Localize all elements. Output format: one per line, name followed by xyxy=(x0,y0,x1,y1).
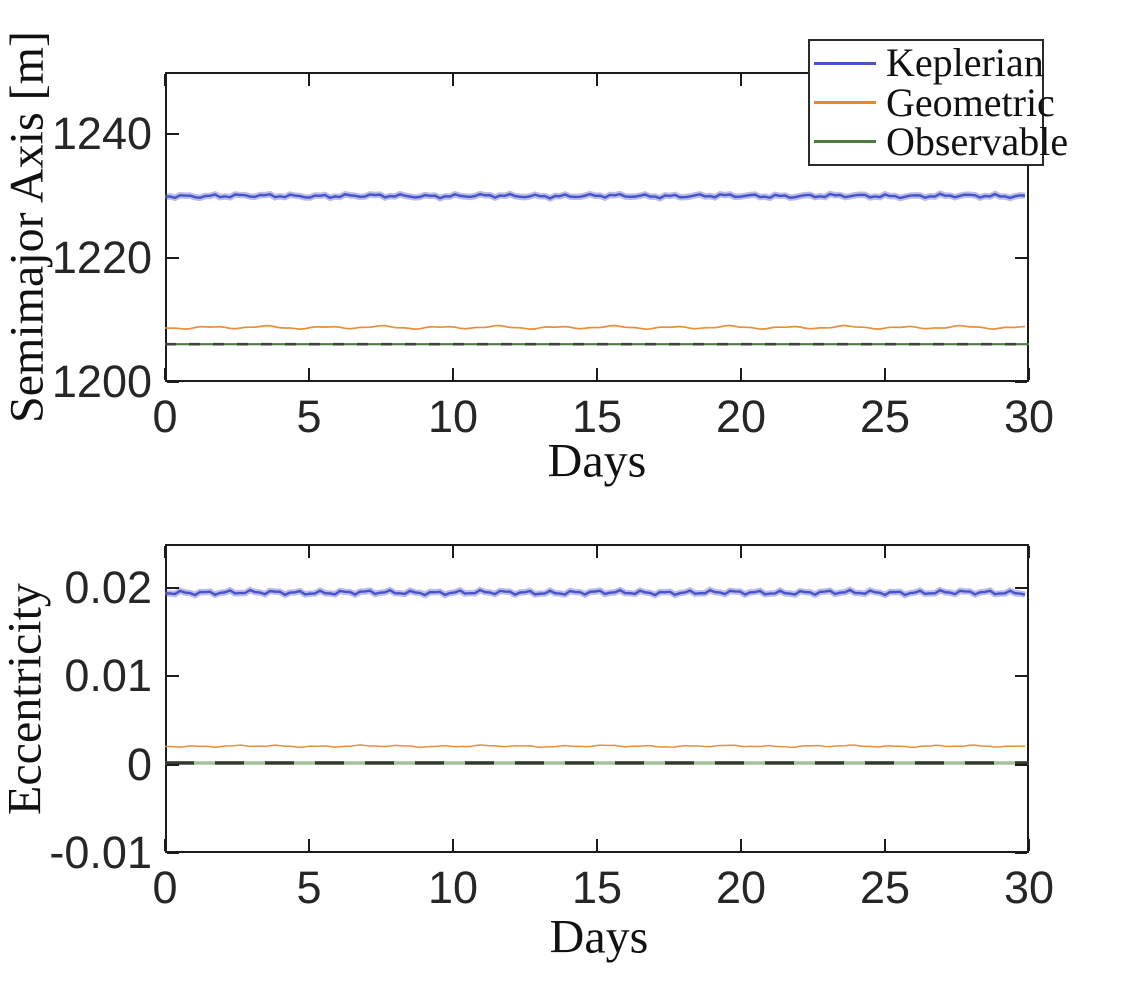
x-tick-label: 30 xyxy=(1003,391,1055,442)
x-tick-label: 25 xyxy=(859,391,911,442)
x-tick-label: 10 xyxy=(427,862,479,913)
x-tick-label: 25 xyxy=(859,862,911,913)
geometric-line-swatch xyxy=(814,101,876,104)
x-axis-label-days-top: Days xyxy=(547,434,647,488)
legend-label: Keplerian xyxy=(886,40,1044,86)
plot-series-layer-2 xyxy=(165,586,1029,765)
x-tick-mirror xyxy=(884,546,886,558)
y-tick xyxy=(167,675,179,678)
y-tick-label: 1220 xyxy=(51,232,152,283)
x-tick xyxy=(1028,368,1030,380)
x-tick xyxy=(452,839,454,851)
x-tick xyxy=(1028,839,1030,851)
x-tick xyxy=(452,368,454,380)
series-line-keplerian xyxy=(165,192,1026,200)
x-tick-label: 20 xyxy=(715,391,767,442)
y-tick xyxy=(167,381,179,383)
series-line-geometric xyxy=(165,744,1026,749)
x-tick xyxy=(164,839,166,851)
y-tick-mirror xyxy=(1015,257,1027,259)
x-tick-mirror xyxy=(740,74,742,86)
x-tick-label: 15 xyxy=(571,862,623,913)
x-tick-label: 10 xyxy=(427,391,479,442)
y-tick-label: 0.01 xyxy=(64,650,152,702)
y-tick xyxy=(167,133,179,135)
y-tick-label: 0.02 xyxy=(64,562,152,614)
x-tick-mirror xyxy=(452,74,454,86)
y-tick-label: 1200 xyxy=(51,356,152,407)
x-tick-label: 20 xyxy=(715,862,767,913)
y-tick xyxy=(167,257,179,259)
y-tick-mirror xyxy=(1015,587,1027,590)
x-tick-mirror xyxy=(1028,546,1030,558)
legend-box: Keplerian Geometric Observable xyxy=(808,39,1068,166)
y-tick xyxy=(167,852,179,854)
x-tick-mirror xyxy=(740,546,742,558)
observable-line-swatch xyxy=(814,140,876,144)
x-tick-label: 0 xyxy=(152,862,178,913)
x-tick xyxy=(884,839,886,851)
x-tick-mirror xyxy=(452,546,454,558)
y-tick-mirror xyxy=(1015,675,1027,678)
y-tick-label: 0 xyxy=(126,738,152,790)
x-tick xyxy=(164,368,166,380)
legend-entry-geometric: Geometric xyxy=(810,82,1055,122)
series-line-keplerian xyxy=(165,588,1026,597)
x-tick xyxy=(740,368,742,380)
x-tick xyxy=(308,839,310,851)
legend-label: Geometric xyxy=(886,79,1055,125)
x-tick xyxy=(596,368,598,380)
y-tick-mirror xyxy=(1015,381,1027,383)
x-tick xyxy=(596,839,598,851)
x-tick-mirror xyxy=(164,74,166,86)
y-tick xyxy=(167,763,179,766)
x-tick-mirror xyxy=(164,546,166,558)
y-tick-label: 1240 xyxy=(51,108,152,159)
y-tick-mirror xyxy=(1015,852,1027,854)
x-tick-label: 30 xyxy=(1003,862,1055,913)
x-tick-mirror xyxy=(596,74,598,86)
axes-box-plot1 xyxy=(165,72,1029,382)
x-tick xyxy=(740,839,742,851)
series-line-geometric xyxy=(165,324,1026,330)
keplerian-line-swatch xyxy=(814,61,876,65)
y-tick xyxy=(167,587,179,590)
y-tick-label: -0.01 xyxy=(49,827,152,878)
x-tick-mirror xyxy=(596,546,598,558)
x-tick-label: 15 xyxy=(571,391,623,442)
x-tick-mirror xyxy=(308,546,310,558)
x-tick xyxy=(884,368,886,380)
legend-entry-observable: Observable xyxy=(810,121,1068,161)
x-tick-label: 5 xyxy=(296,862,322,913)
x-tick-label: 5 xyxy=(296,391,322,442)
x-axis-label-days-bottom: Days xyxy=(549,910,649,964)
x-tick xyxy=(308,368,310,380)
axes-box-plot2 xyxy=(165,544,1029,853)
y-tick-mirror xyxy=(1015,763,1027,766)
x-tick-mirror xyxy=(308,74,310,86)
plot-series-layer-1 xyxy=(165,190,1029,346)
legend-entry-keplerian: Keplerian xyxy=(810,40,1044,86)
legend-label: Observable xyxy=(886,118,1069,164)
x-tick-label: 0 xyxy=(152,391,178,442)
